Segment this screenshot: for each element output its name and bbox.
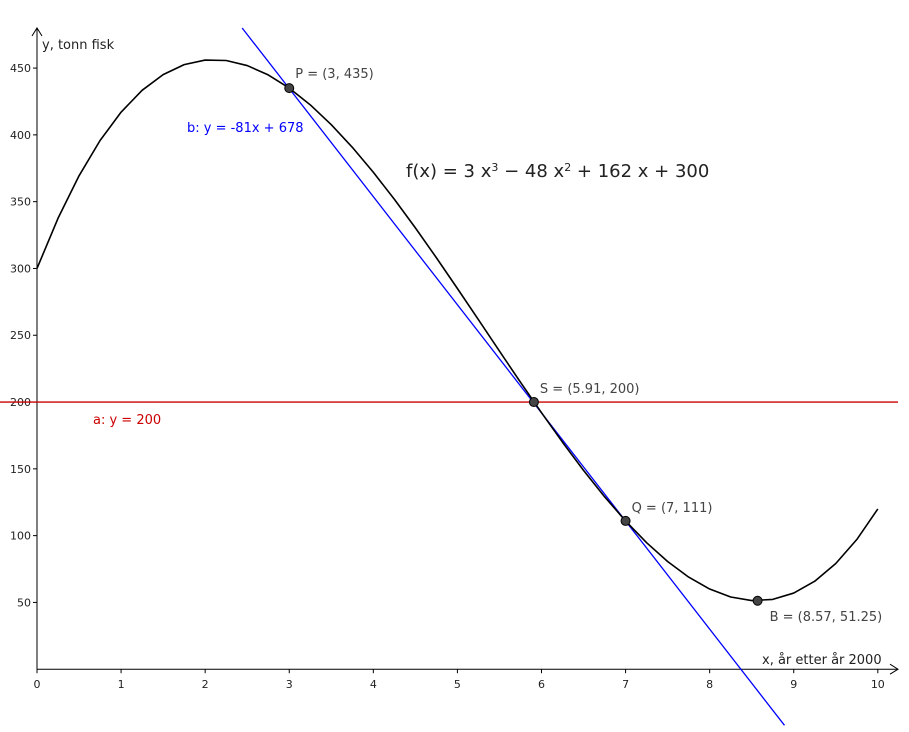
formula-part: 2 [564, 161, 571, 174]
formula: f(x) = 3 x3 − 48 x2 + 162 x + 300 [406, 161, 709, 183]
point-label: B = (8.57, 51.25) [770, 610, 883, 625]
line-label: b: y = -81x + 678 [187, 121, 304, 136]
x-tick-label: 2 [202, 678, 209, 691]
x-tick-label: 1 [118, 678, 125, 691]
straight-line [241, 27, 786, 726]
formula-part: + 162 x + 300 [571, 161, 709, 182]
x-tick-label: 8 [706, 678, 713, 691]
point [620, 515, 631, 526]
x-axis-label: x, år etter år 2000 [762, 653, 882, 668]
x-tick-label: 6 [538, 678, 545, 691]
point-label: S = (5.91, 200) [540, 382, 640, 397]
y-tick-label: 300 [10, 262, 31, 275]
formula-part: − 48 x [498, 161, 564, 182]
y-tick-label: 450 [10, 62, 31, 75]
y-tick-label: 250 [10, 329, 31, 342]
y-tick-label: 100 [10, 530, 31, 543]
line-label: a: y = 200 [93, 413, 161, 428]
formula-part: f(x) = 3 x [406, 161, 492, 182]
x-tick-label: 5 [454, 678, 461, 691]
x-tick-label: 7 [622, 678, 629, 691]
y-tick-label: 50 [17, 596, 31, 609]
point-label: Q = (7, 111) [632, 501, 713, 516]
y-tick-label: 400 [10, 129, 31, 142]
x-tick-label: 3 [286, 678, 293, 691]
x-tick-label: 9 [790, 678, 797, 691]
point-label: P = (3, 435) [295, 67, 374, 82]
x-tick-label: 4 [370, 678, 377, 691]
x-axis-arrow [889, 663, 899, 675]
function-curve [36, 59, 879, 602]
y-axis-label: y, tonn fisk [42, 38, 115, 53]
x-tick-label: 0 [33, 678, 40, 691]
formula-part: 3 [491, 161, 498, 174]
y-axis-arrow [31, 27, 43, 37]
point [284, 83, 295, 94]
x-tick-label: 10 [871, 678, 885, 691]
y-tick-label: 350 [10, 196, 31, 209]
point [752, 595, 763, 606]
y-tick-label: 150 [10, 463, 31, 476]
point [528, 397, 539, 408]
